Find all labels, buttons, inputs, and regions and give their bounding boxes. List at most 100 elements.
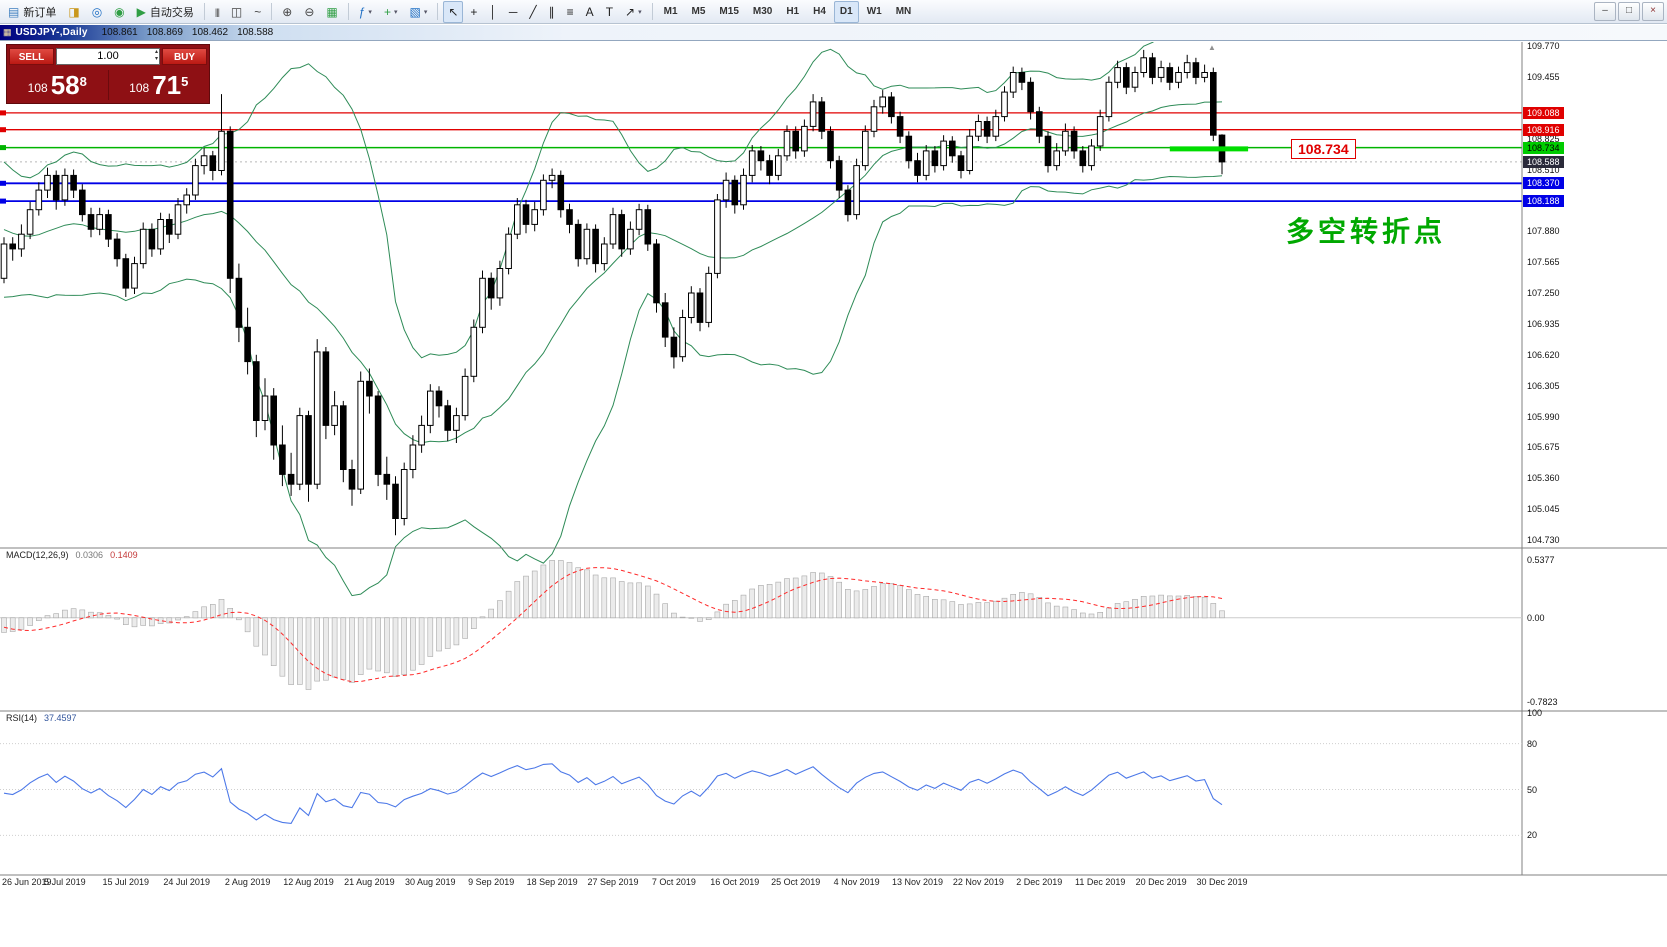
chart-window-icon: ▦: [3, 27, 12, 37]
date-axis-label: 20 Dec 2019: [1135, 877, 1187, 887]
toolbar-separator: [651, 3, 653, 20]
candlestick-chart-button[interactable]: ◫: [226, 1, 247, 23]
rsi-indicator: [0, 743, 1522, 836]
tile-windows-icon: ▦: [326, 4, 338, 19]
crosshair-icon: +: [470, 4, 478, 19]
text-button[interactable]: A: [581, 1, 599, 23]
date-axis-label: 2 Dec 2019: [1016, 877, 1063, 887]
date-axis-label: 30 Dec 2019: [1196, 877, 1248, 887]
profiles-button[interactable]: ◎: [87, 1, 107, 23]
zoom-in-button[interactable]: ⊕: [277, 1, 297, 23]
buy-price[interactable]: 108 71 5: [109, 72, 210, 98]
rsi-label: RSI(14): [6, 713, 38, 723]
volume-down-button[interactable]: ▾: [154, 55, 158, 62]
macd-label: MACD(12,26,9): [6, 550, 69, 560]
bar-chart-button[interactable]: |||: [210, 1, 224, 23]
dropdown-caret-icon: ▾: [423, 8, 428, 16]
add-object-button[interactable]: + ▾: [379, 1, 403, 23]
date-axis-label: 15 Jul 2019: [102, 877, 150, 887]
volume-up-button[interactable]: ▴: [154, 48, 158, 55]
timeframe-m15-button[interactable]: M15: [719, 6, 739, 17]
charts-icon: ◨: [68, 4, 80, 19]
window-controls: – □ ×: [1594, 2, 1664, 21]
ohlc-low: 108.462: [191, 27, 229, 38]
toolbar-separator: [437, 3, 439, 20]
date-axis-label: 7 Oct 2019: [651, 877, 696, 887]
date-axis-label: 4 Nov 2019: [833, 877, 880, 887]
indicators-button[interactable]: ƒ ▾: [354, 1, 377, 23]
volume-spinner: ▴ ▾: [155, 49, 158, 63]
timeframe-m30-button[interactable]: M30: [752, 6, 773, 17]
trendline-icon: ╱: [529, 4, 537, 19]
timeframe-h4-button[interactable]: H4: [813, 6, 826, 17]
candles[interactable]: [0, 49, 1226, 536]
cursor-button[interactable]: ↖: [443, 0, 464, 23]
buy-price-int: 108: [129, 81, 150, 95]
chart-background: [0, 42, 1667, 876]
text-icon: A: [585, 4, 594, 19]
arrows-button[interactable]: ↗ ▾: [620, 1, 647, 23]
close-button[interactable]: ×: [1642, 2, 1664, 21]
zoom-out-button[interactable]: ⊖: [299, 1, 319, 23]
timeframe-w1-button[interactable]: W1: [866, 6, 882, 17]
zoom-out-icon: ⊖: [304, 4, 315, 19]
date-axis-label: 24 Jul 2019: [163, 877, 210, 887]
line-chart-icon: ~: [254, 4, 262, 19]
date-axis-label: 9 Sep 2019: [468, 877, 515, 887]
tile-windows-button[interactable]: ▦: [321, 1, 342, 23]
minimize-button[interactable]: –: [1594, 2, 1616, 21]
date-axis-label: 2 Aug 2019: [224, 877, 271, 887]
macd-indicator: [0, 560, 1522, 690]
horizontal-line-icon: ─: [508, 4, 518, 19]
horizontal-line-button[interactable]: ─: [504, 1, 523, 23]
chart-title-bar: ▦ USDJPY-,Daily 108.861 108.869 108.462 …: [0, 25, 1667, 41]
new-order-button[interactable]: ▤ 新订单: [3, 1, 61, 23]
timeframe-d1-button[interactable]: D1: [833, 0, 859, 23]
chart-symbol-title: USDJPY-,Daily: [15, 27, 88, 38]
timeframe-m1-button[interactable]: M1: [663, 6, 678, 17]
restore-button[interactable]: □: [1618, 2, 1640, 21]
data-window-button[interactable]: ◉: [109, 1, 129, 23]
autotrading-button-label: 自动交易: [149, 6, 194, 19]
chart-ohlc-values: 108.861 108.869 108.462 108.588: [102, 27, 274, 38]
fibonacci-button[interactable]: ≡: [562, 1, 579, 23]
autotrading-button[interactable]: ▶ 自动交易: [132, 1, 199, 23]
chart-shift-marker-icon[interactable]: ▲: [1208, 43, 1216, 52]
fibonacci-icon: ≡: [566, 4, 574, 19]
toolbar-separator: [347, 3, 349, 20]
one-click-prices: 108 58 8 108 71 5: [7, 66, 209, 103]
date-axis-label: 18 Sep 2019: [526, 877, 578, 887]
price-chart[interactable]: [0, 42, 1667, 876]
volume-field[interactable]: 1.00 ▴ ▾: [56, 47, 160, 65]
date-axis-label: 13 Nov 2019: [891, 877, 944, 887]
trendline-button[interactable]: ╱: [524, 1, 541, 23]
line-chart-button[interactable]: ~: [249, 1, 266, 23]
timeframe-m5-button[interactable]: M5: [691, 6, 706, 17]
date-axis-label: 25 Oct 2019: [771, 877, 821, 887]
date-axis-label: 21 Aug 2019: [344, 877, 395, 887]
timeframe-mn-button[interactable]: MN: [895, 6, 912, 17]
toolbar: ▤ 新订单 ◨ ◎ ◉ ▶ 自动交易 ||| ◫ ~ ⊕ ⊖ ▦ ƒ ▾ + ▾ ▧ ▾ ↖ + │ ─ ╱ ∥ ≡ A T ↗ ▾ M1 M…: [0, 0, 1667, 24]
date-axis-label: 26 Jun 2019: [2, 877, 52, 887]
sell-price-pips: 58: [50, 69, 80, 100]
sell-button[interactable]: SELL: [9, 47, 54, 65]
crosshair-button[interactable]: +: [465, 1, 482, 23]
text-label-button[interactable]: T: [601, 1, 618, 23]
sell-price[interactable]: 108 58 8: [7, 72, 108, 98]
rsi-value: 37.4597: [44, 713, 77, 723]
add-object-icon: +: [383, 4, 391, 19]
channel-button[interactable]: ∥: [544, 1, 560, 23]
price-tag-annotation[interactable]: 108.734: [1291, 139, 1356, 159]
periods-button[interactable]: ▧ ▾: [404, 1, 432, 23]
vertical-line-button[interactable]: │: [484, 1, 502, 23]
toolbar-separator: [271, 3, 273, 20]
buy-button[interactable]: BUY: [162, 47, 207, 65]
charts-button[interactable]: ◨: [63, 1, 84, 23]
date-axis-label: 16 Oct 2019: [710, 877, 760, 887]
turning-point-annotation[interactable]: 多空转折点: [1286, 215, 1447, 248]
volume-value: 1.00: [97, 50, 119, 62]
periods-icon: ▧: [409, 4, 421, 19]
timeframe-h1-button[interactable]: H1: [786, 6, 800, 17]
panel-separators[interactable]: [0, 42, 1667, 876]
dropdown-caret-icon: ▾: [393, 8, 398, 16]
